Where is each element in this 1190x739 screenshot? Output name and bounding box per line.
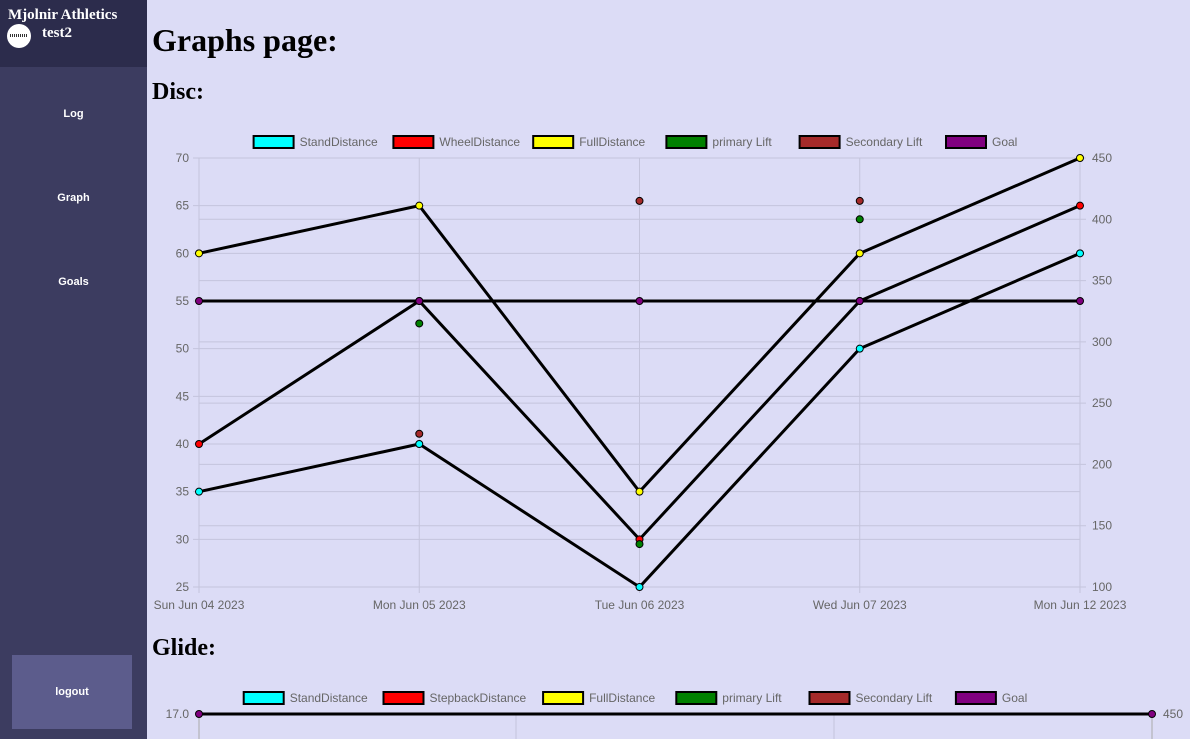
legend-swatch xyxy=(242,691,285,705)
legend-label: FullDistance xyxy=(589,691,655,705)
data-point xyxy=(635,297,644,305)
sidebar: Mjolnir Athletics test2 Log Graph Goals … xyxy=(0,0,147,739)
page-title: Graphs page: xyxy=(152,22,338,58)
data-point xyxy=(415,297,424,305)
legend-label: Secondary Lift xyxy=(856,691,933,705)
data-point xyxy=(415,429,424,438)
sidebar-header: Mjolnir Athletics test2 xyxy=(0,0,147,67)
y-left-tick-label: 40 xyxy=(176,437,190,451)
data-point xyxy=(415,201,424,210)
legend-swatch xyxy=(542,691,585,705)
data-point xyxy=(1076,154,1084,162)
legend-label: WheelDistance xyxy=(439,135,520,149)
data-point xyxy=(855,215,864,224)
legend-label: StepbackDistance xyxy=(430,691,527,705)
y-left-tick-label: 50 xyxy=(176,342,190,356)
y-right-tick-label: 450 xyxy=(1092,151,1112,165)
data-point xyxy=(1076,201,1084,210)
y-right-tick-label: 350 xyxy=(1092,274,1112,288)
data-point xyxy=(1148,710,1156,718)
legend-swatch xyxy=(808,691,851,705)
data-point xyxy=(635,487,644,496)
brand-name: Mjolnir Athletics xyxy=(8,7,118,23)
y-right-tick-label: 450 xyxy=(1163,707,1183,721)
legend-swatch xyxy=(392,135,435,149)
x-tick-label: Wed Jun 07 2023 xyxy=(813,598,907,612)
y-right-tick-label: 200 xyxy=(1092,457,1112,471)
username: test2 xyxy=(42,25,72,41)
x-tick-label: Tue Jun 06 2023 xyxy=(595,598,685,612)
data-point xyxy=(855,344,864,353)
data-point xyxy=(635,540,644,549)
legend-swatch xyxy=(665,135,708,149)
legend-label: primary Lift xyxy=(712,135,772,149)
legend-swatch xyxy=(954,691,997,705)
legend-swatch xyxy=(532,135,575,149)
data-point xyxy=(855,249,864,258)
avatar xyxy=(7,24,31,48)
y-right-tick-label: 150 xyxy=(1092,519,1112,533)
legend-label: Goal xyxy=(1002,691,1027,705)
data-point xyxy=(195,297,203,305)
nav-item-log[interactable]: Log xyxy=(63,108,84,120)
x-tick-label: Mon Jun 05 2023 xyxy=(373,598,466,612)
legend-swatch xyxy=(252,135,295,149)
legend-label: FullDistance xyxy=(579,135,645,149)
data-point xyxy=(855,297,864,305)
data-point xyxy=(415,319,424,328)
y-left-tick-label: 55 xyxy=(176,294,190,308)
y-left-tick-label: 30 xyxy=(176,532,190,546)
data-point xyxy=(415,440,424,448)
y-left-tick-label: 65 xyxy=(176,199,190,213)
glide-heading: Glide: xyxy=(152,635,216,661)
legend-swatch xyxy=(945,135,987,149)
y-left-tick-label: 70 xyxy=(176,151,190,165)
legend-swatch xyxy=(798,135,841,149)
data-point xyxy=(855,196,864,205)
y-left-tick-label: 25 xyxy=(176,580,190,594)
y-right-tick-label: 400 xyxy=(1092,212,1112,226)
y-left-tick-label: 17.0 xyxy=(166,707,190,721)
data-point xyxy=(195,440,203,448)
legend-swatch xyxy=(675,691,718,705)
data-point xyxy=(635,196,644,205)
legend-label: primary Lift xyxy=(722,691,782,705)
y-right-tick-label: 250 xyxy=(1092,396,1112,410)
nav-item-goals[interactable]: Goals xyxy=(58,276,89,288)
legend-label: Secondary Lift xyxy=(846,135,923,149)
data-point xyxy=(195,710,203,718)
y-right-tick-label: 300 xyxy=(1092,335,1112,349)
logout-button[interactable]: logout xyxy=(12,655,132,729)
data-point xyxy=(1076,249,1084,258)
data-point xyxy=(195,249,203,258)
data-point xyxy=(195,487,203,496)
legend-label: StandDistance xyxy=(290,691,368,705)
data-point xyxy=(635,583,644,591)
disc-heading: Disc: xyxy=(152,79,204,105)
logo-icon xyxy=(10,34,28,37)
y-right-tick-label: 100 xyxy=(1092,580,1112,594)
y-left-tick-label: 45 xyxy=(176,389,190,403)
y-left-tick-label: 60 xyxy=(176,246,190,260)
x-tick-label: Mon Jun 12 2023 xyxy=(1034,598,1127,612)
data-point xyxy=(1076,297,1084,305)
legend-swatch xyxy=(382,691,425,705)
y-left-tick-label: 35 xyxy=(176,485,190,499)
legend-label: StandDistance xyxy=(300,135,378,149)
x-tick-label: Sun Jun 04 2023 xyxy=(154,598,245,612)
legend-label: Goal xyxy=(992,135,1017,149)
nav-item-graph[interactable]: Graph xyxy=(57,192,90,204)
